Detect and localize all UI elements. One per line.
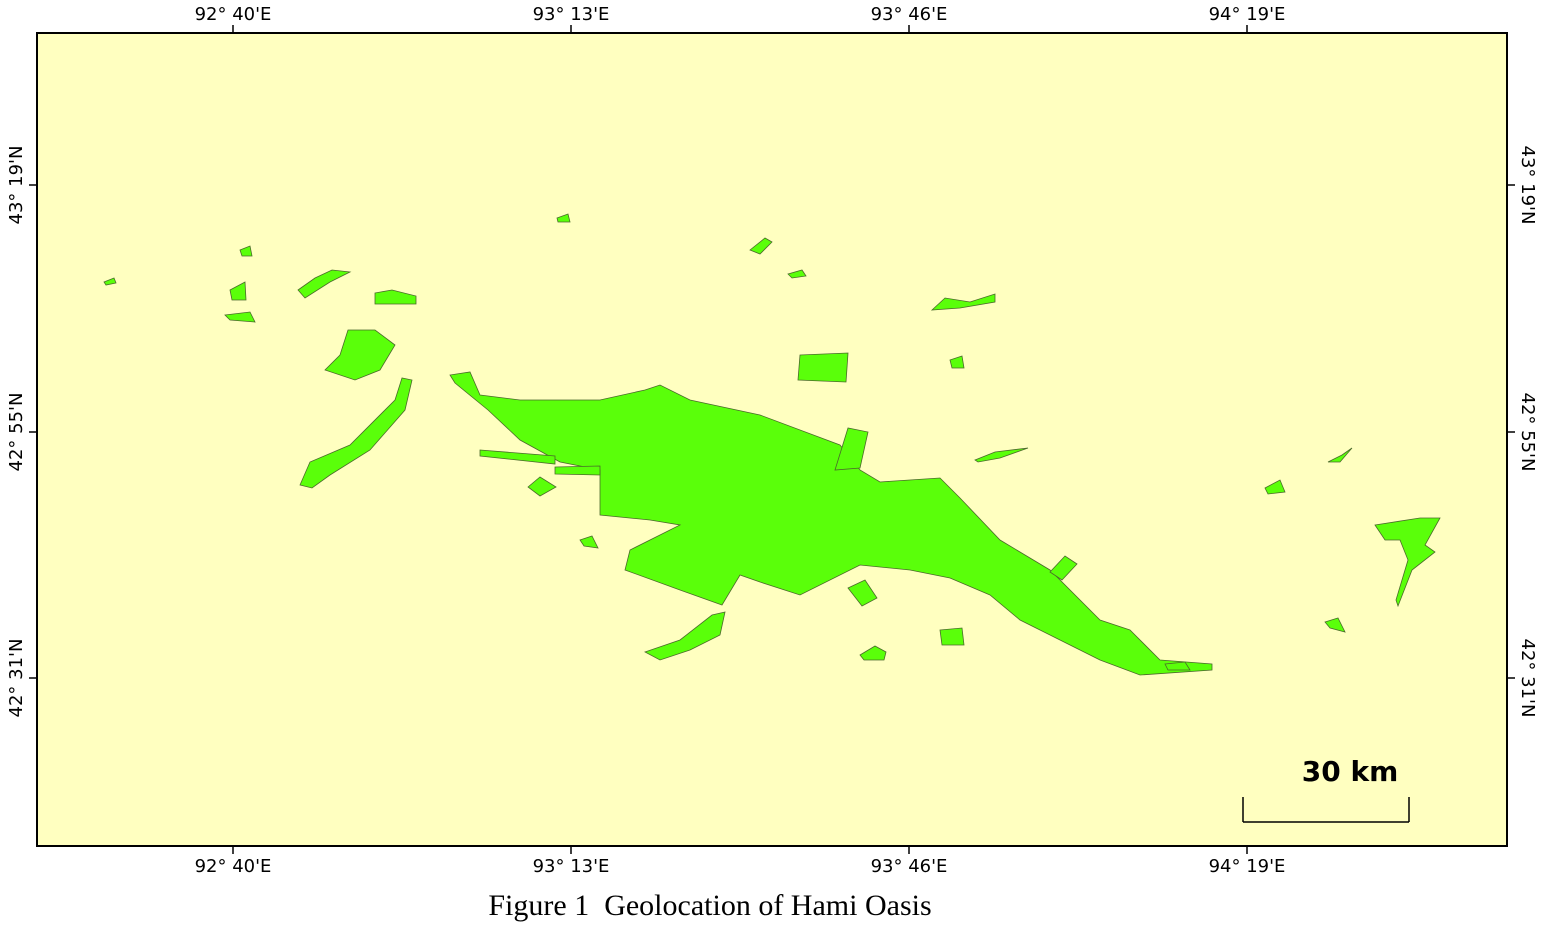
- lon-label: 92° 40'E: [195, 4, 272, 25]
- lat-label: 43° 19'N: [6, 146, 27, 225]
- oasis-patch: [239, 245, 253, 257]
- oasis-areas: [103, 213, 1441, 676]
- lat-label: 42° 31'N: [1517, 639, 1538, 718]
- oasis-patch: [787, 269, 807, 279]
- oasis-patch: [324, 329, 396, 381]
- lon-label: 93° 46'E: [871, 856, 948, 877]
- lon-label: 93° 46'E: [871, 4, 948, 25]
- lat-label: 42° 55'N: [1517, 393, 1538, 472]
- oasis-patch: [1327, 447, 1353, 463]
- oasis-patch: [579, 535, 599, 549]
- oasis-patch: [974, 447, 1029, 463]
- graticule-ticks: [29, 25, 1515, 854]
- oasis-patch: [939, 627, 965, 646]
- oasis-patch: [527, 476, 557, 497]
- scale-label: 30 km: [1302, 755, 1399, 788]
- oasis-patch: [224, 311, 256, 323]
- oasis-patch: [1049, 555, 1078, 581]
- oasis-patch: [644, 611, 726, 661]
- oasis-patch: [1374, 517, 1441, 608]
- oasis-patch: [1264, 479, 1286, 495]
- oasis-patch: [859, 645, 887, 661]
- oasis-patch: [847, 579, 878, 607]
- oasis-patch: [556, 213, 571, 223]
- oasis-patch: [834, 427, 869, 471]
- oasis-patch: [554, 465, 601, 476]
- figure-caption: Figure 1 Geolocation of Hami Oasis: [488, 889, 931, 922]
- oasis-patch: [1324, 617, 1346, 633]
- oasis-patch: [297, 269, 352, 299]
- oasis-patch: [1164, 661, 1191, 671]
- lon-label: 94° 19'E: [1209, 4, 1286, 25]
- scale-bar: [1242, 797, 1410, 823]
- oasis-patch: [103, 277, 117, 286]
- oasis-patch: [479, 449, 556, 465]
- oasis-patch: [930, 293, 996, 311]
- oasis-patch: [299, 377, 413, 489]
- oasis-patch: [949, 355, 965, 369]
- lon-label: 93° 13'E: [533, 856, 610, 877]
- oasis-patch: [749, 237, 773, 255]
- lon-label: 93° 13'E: [533, 4, 610, 25]
- oasis-patch: [374, 289, 417, 305]
- lat-label: 43° 19'N: [1517, 146, 1538, 225]
- oasis-patch: [229, 281, 247, 301]
- lat-label: 42° 31'N: [6, 639, 27, 718]
- lat-label: 42° 55'N: [6, 393, 27, 472]
- lon-label: 92° 40'E: [195, 856, 272, 877]
- oasis-patch: [797, 352, 849, 383]
- lon-label: 94° 19'E: [1209, 856, 1286, 877]
